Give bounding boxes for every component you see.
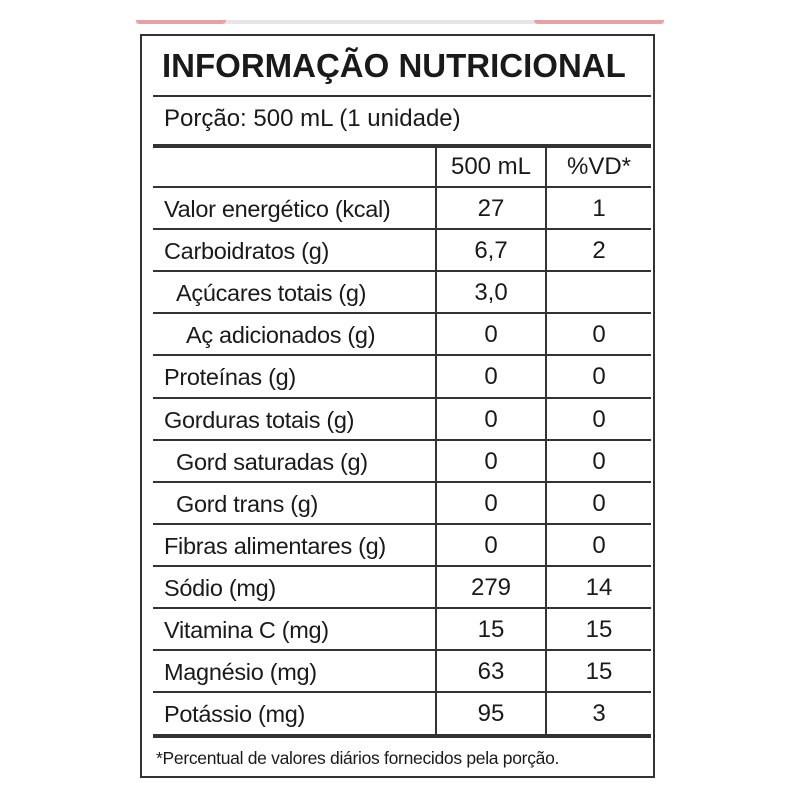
nutrient-dv: 0	[592, 531, 606, 559]
nutrient-label: Magnésio (mg)	[164, 659, 317, 686]
nutrient-label: Gord saturadas (g)	[176, 448, 368, 475]
nutrient-amount: 0	[484, 321, 498, 349]
thick-divider	[153, 144, 651, 148]
nutrient-amount: 95	[477, 700, 505, 728]
nutrient-dv: 0	[592, 447, 606, 475]
nutrient-label: Proteínas (g)	[164, 364, 296, 391]
nutrient-dv: 0	[592, 363, 606, 391]
divider	[153, 95, 651, 97]
nutrient-dv: 15	[585, 616, 613, 643]
row-divider	[153, 312, 651, 315]
nutrient-amount: 6,7	[474, 237, 508, 265]
package-edge-strip	[136, 20, 664, 24]
nutrition-facts-table: INFORMAÇÃO NUTRICIONAL Porção: 500 mL (1…	[140, 34, 655, 778]
table-row: Vitamina C (mg) 15 15	[153, 609, 651, 651]
table-row: Gorduras totais (g) 0 0	[153, 399, 651, 441]
table-row: Fibras alimentares (g) 0 0	[153, 525, 651, 567]
nutrient-amount: 279	[470, 573, 512, 601]
nutrient-amount: 15	[477, 616, 505, 643]
header-row: 500 mL %VD*	[153, 146, 651, 188]
table-row: Valor energético (kcal) 27 1	[153, 188, 651, 230]
nutrient-amount: 0	[484, 363, 498, 391]
column-divider	[545, 146, 547, 737]
nutrient-dv: 15	[585, 658, 613, 686]
nutrient-amount: 27	[477, 195, 505, 222]
row-divider	[153, 480, 651, 483]
nutrient-dv: 0	[592, 489, 606, 517]
table-row: Potássio (mg) 95 3	[153, 693, 651, 735]
nutrient-dv: 14	[585, 573, 613, 601]
table-row: Proteínas (g) 0 0	[153, 356, 651, 398]
column-header-amount: 500 mL	[450, 153, 532, 180]
nutrient-amount: 3,0	[474, 279, 508, 307]
column-header-dv: %VD*	[566, 153, 632, 180]
nutrient-label: Valor energético (kcal)	[164, 196, 391, 222]
nutrient-dv: 0	[592, 321, 606, 349]
row-divider	[153, 270, 651, 273]
table-title: INFORMAÇÃO NUTRICIONAL	[162, 47, 626, 84]
table-row: Gord saturadas (g) 0 0	[153, 441, 651, 483]
nutrient-amount: 0	[484, 489, 498, 517]
nutrient-label: Aç adicionados (g)	[186, 322, 376, 349]
table-row: Magnésio (mg) 63 15	[153, 651, 651, 693]
row-divider	[153, 186, 651, 188]
nutrient-label: Potássio (mg)	[164, 701, 306, 728]
nutrient-label: Sódio (mg)	[164, 574, 276, 601]
row-divider	[153, 607, 651, 609]
footnote: *Percentual de valores diários fornecido…	[156, 748, 560, 768]
nutrient-label: Açúcares totais (g)	[176, 280, 367, 307]
nutrient-amount: 0	[484, 447, 498, 475]
nutrient-dv: 2	[592, 237, 606, 265]
table-row: Gord trans (g) 0 0	[153, 483, 651, 525]
row-divider	[153, 396, 651, 399]
row-divider	[153, 522, 651, 525]
nutrient-dv	[547, 278, 651, 308]
row-divider	[153, 564, 651, 567]
row-divider	[153, 438, 651, 441]
nutrient-dv: 0	[592, 405, 606, 433]
table-row: Sódio (mg) 279 14	[153, 567, 651, 609]
nutrient-amount: 63	[477, 658, 505, 686]
nutrient-amount: 0	[484, 405, 498, 433]
portion-size: Porção: 500 mL (1 unidade)	[164, 105, 461, 132]
nutrient-label: Carboidratos (g)	[164, 238, 329, 265]
column-divider	[435, 146, 437, 737]
row-divider	[153, 691, 651, 694]
nutrient-label: Gord trans (g)	[176, 490, 319, 517]
nutrient-amount: 0	[484, 531, 498, 559]
table-row: Açúcares totais (g) 3,0	[153, 272, 651, 314]
table-row: Carboidratos (g) 6,7 2	[153, 230, 651, 272]
row-divider	[153, 354, 651, 357]
table-row: Aç adicionados (g) 0 0	[153, 314, 651, 356]
nutrient-label: Gorduras totais (g)	[164, 406, 355, 433]
nutrient-dv: 3	[592, 700, 606, 728]
row-divider	[153, 228, 651, 231]
nutrient-label: Vitamina C (mg)	[164, 617, 329, 643]
row-divider	[153, 649, 651, 652]
nutrient-dv: 1	[592, 195, 606, 222]
thick-divider	[153, 734, 651, 738]
nutrient-label: Fibras alimentares (g)	[164, 532, 386, 559]
